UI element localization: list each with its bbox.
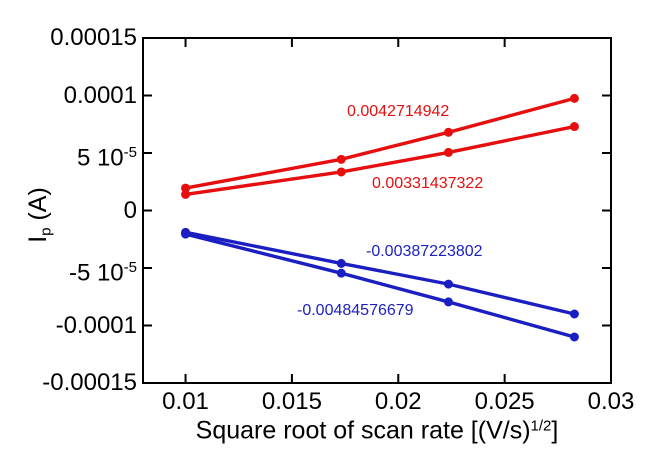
slope-label-anodic-upper: 0.0042714942: [347, 103, 450, 120]
y-tick-label-superscript: -5: [123, 144, 137, 161]
data-point-anodic-upper: [336, 154, 346, 164]
slope-label-anodic-lower: 0.00331437322: [372, 175, 484, 192]
data-point-anodic-lower: [443, 147, 453, 157]
data-point-cathodic-lower: [569, 332, 579, 342]
data-point-anodic-lower: [569, 122, 579, 132]
y-tick-label-main: 0.0001: [63, 81, 137, 109]
y-axis-label: Ip (A): [24, 187, 55, 243]
series-anodic-upper: [181, 93, 579, 193]
y-tick-label-main: 0.00015: [50, 24, 137, 51]
series-line-cathodic-lower: [183, 232, 577, 339]
data-point-anodic-lower: [336, 167, 346, 177]
y-tick-label: 5 10-5: [25, 138, 137, 172]
x-axis-label-close-bracket: ]: [551, 416, 559, 445]
series-line-cathodic-upper: [183, 230, 577, 316]
y-tick-label: -0.0001: [25, 311, 137, 341]
y-tick-label-main: 5 10: [76, 144, 124, 172]
slope-label-cathodic-lower: -0.00484576679: [297, 302, 414, 319]
y-tick-label: 0.00015: [25, 23, 137, 53]
x-axis-label-text: Square root of scan rate [(V/s): [195, 416, 531, 445]
y-axis-label-subscript: p: [37, 227, 55, 236]
y-tick-label-main: -5 10: [68, 259, 124, 287]
x-tick-label: 0.03: [587, 388, 635, 415]
data-point-cathodic-upper: [336, 258, 346, 268]
x-tick-label: 0.015: [261, 388, 322, 415]
data-point-anodic-upper: [569, 93, 579, 103]
x-axis-label-superscript: 1/2: [530, 417, 552, 435]
y-tick-label-main: -0.00015: [42, 369, 137, 396]
y-tick-label-main: 0: [123, 196, 137, 224]
y-tick-label-main: -0.0001: [55, 311, 137, 339]
x-tick-label: 0.02: [374, 388, 422, 415]
x-axis-label: Square root of scan rate [(V/s)1/2]: [196, 417, 559, 446]
series-line-anodic-upper: [183, 96, 577, 190]
y-tick-label: -0.00015: [25, 368, 137, 398]
y-axis-label-unit: (A): [23, 187, 52, 228]
y-axis-label-symbol: I: [23, 235, 52, 243]
series-cathodic-lower: [181, 229, 579, 342]
plot-frame: [142, 37, 612, 384]
data-point-anodic-upper: [443, 127, 453, 137]
x-tick-label: 0.025: [474, 388, 535, 415]
y-tick-label-superscript: -5: [123, 259, 137, 276]
data-point-anodic-lower: [181, 189, 191, 199]
slope-label-cathodic-upper: -0.00387223802: [366, 243, 483, 260]
data-point-cathodic-lower: [443, 297, 453, 307]
y-tick-label: -5 10-5: [25, 253, 137, 287]
data-point-cathodic-upper: [569, 309, 579, 319]
y-tick-label: 0: [25, 196, 137, 226]
data-point-cathodic-lower: [336, 268, 346, 278]
series-line-anodic-lower: [183, 124, 577, 197]
x-tick-label: 0.01: [162, 388, 209, 415]
data-point-cathodic-lower: [181, 229, 191, 239]
data-point-cathodic-upper: [443, 279, 453, 289]
series-anodic-lower: [181, 122, 579, 199]
y-tick-label: 0.0001: [25, 81, 137, 111]
